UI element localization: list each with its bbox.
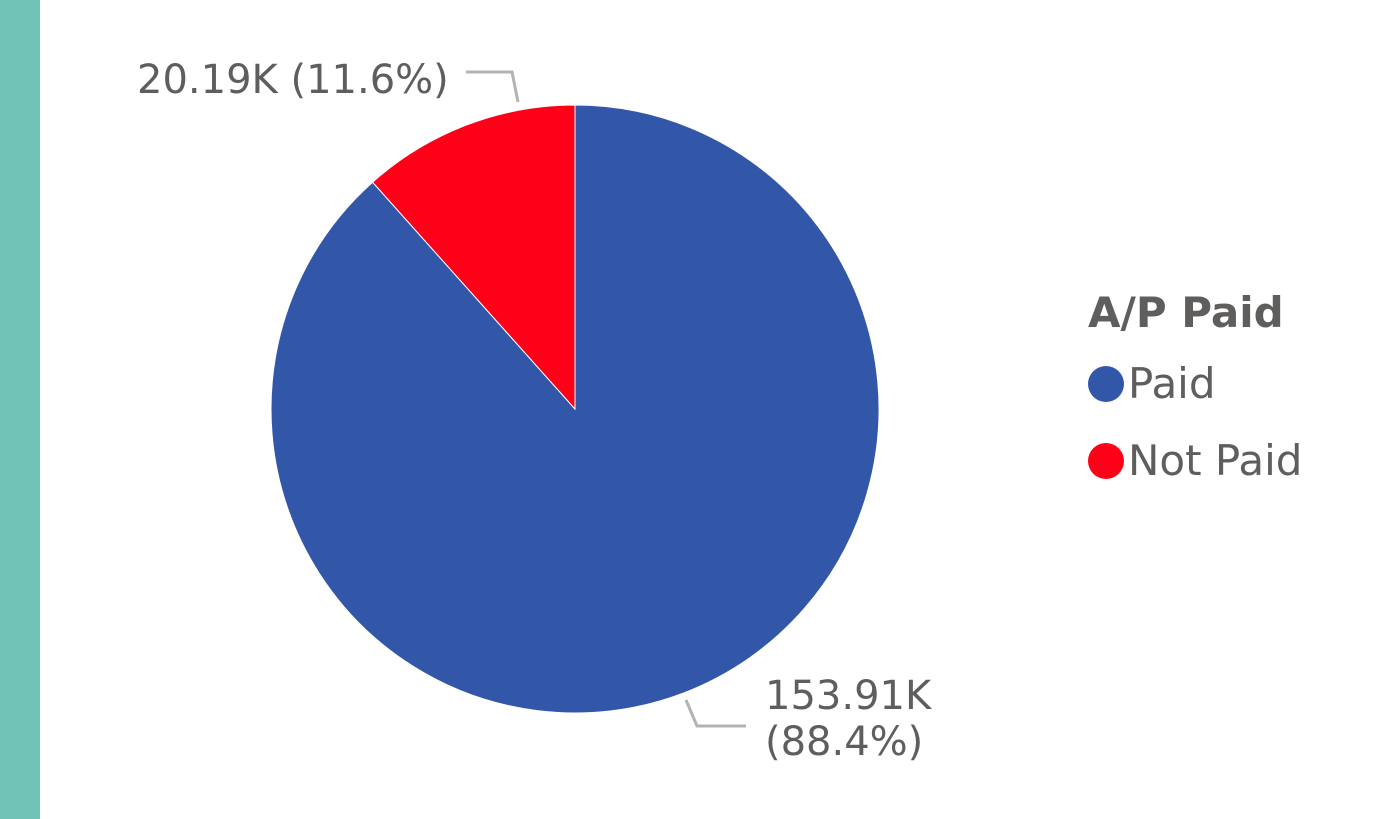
- legend-label-paid: Paid: [1128, 359, 1216, 408]
- percent-label-paid: (88.4%): [765, 719, 924, 765]
- pie-slice-not-paid[interactable]: [371, 104, 576, 411]
- leader-line-not-paid: [466, 70, 520, 103]
- legend-title: A/P Paid: [1088, 288, 1284, 337]
- data-label-not-paid: 20.19K (11.6%): [137, 57, 449, 103]
- legend: A/P Paid Paid Not Paid: [1088, 288, 1302, 513]
- percent-label-not-paid: (11.6%): [290, 57, 449, 103]
- leader-lines: [466, 70, 746, 728]
- legend-marker-paid: [1088, 365, 1124, 402]
- value-label-paid: 153.91K: [765, 673, 932, 719]
- legend-item-not-paid[interactable]: Not Paid: [1088, 436, 1302, 485]
- legend-marker-not-paid: [1088, 442, 1124, 479]
- legend-label-not-paid: Not Paid: [1128, 436, 1303, 485]
- pie-slices: [270, 104, 880, 714]
- accent-bar: [0, 0, 40, 819]
- data-label-paid: 153.91K (88.4%): [765, 673, 931, 765]
- leader-line-paid: [684, 699, 746, 728]
- legend-item-paid[interactable]: Paid: [1088, 359, 1302, 408]
- value-label-not-paid: 20.19K: [137, 57, 278, 103]
